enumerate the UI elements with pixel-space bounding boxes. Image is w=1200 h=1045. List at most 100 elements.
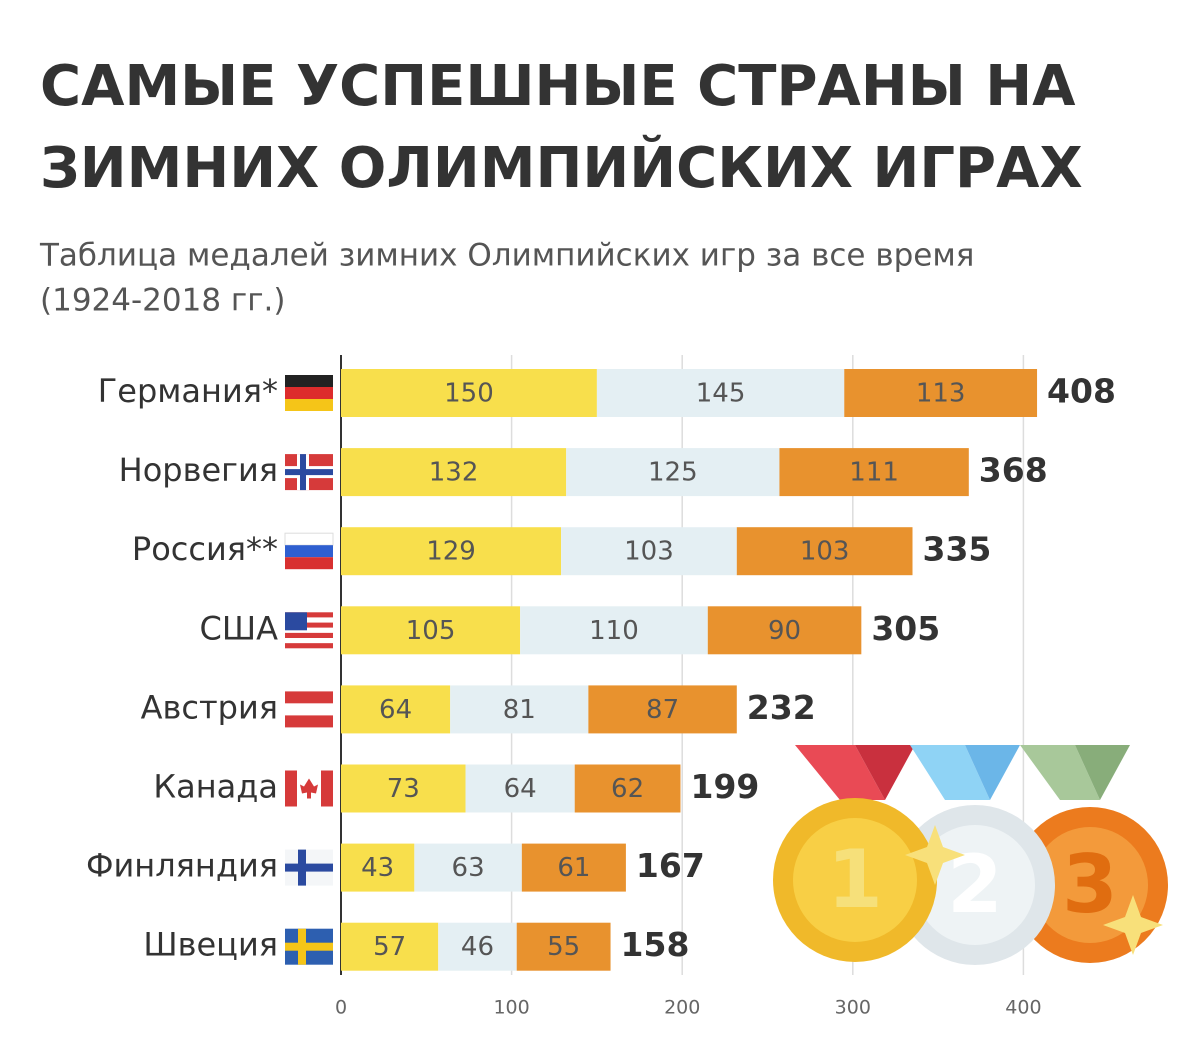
segment-label: 150 (444, 379, 494, 409)
svg-text:1: 1 (827, 833, 883, 926)
chart-title: ЗИМНИХ ОЛИМПИЙСКИХ ИГРАХ (40, 135, 1083, 201)
segment-label: 63 (452, 853, 485, 883)
segment-label: 87 (646, 695, 679, 725)
flag-part (285, 632, 333, 639)
category-label: Австрия (141, 688, 278, 726)
segment-label: 57 (373, 932, 406, 962)
flag-part (285, 557, 333, 570)
segment-label: 103 (800, 537, 850, 567)
bar-segment (736, 527, 913, 576)
flag (285, 928, 333, 965)
segment-label: 111 (849, 458, 899, 488)
segment-label: 129 (426, 537, 476, 567)
bar-segment (561, 527, 737, 576)
total-label: 335 (923, 530, 992, 569)
bar-segment (414, 843, 522, 892)
bar-segment (566, 448, 780, 497)
bar-segment (520, 606, 708, 655)
flag-part (285, 612, 307, 631)
flag-part (285, 612, 333, 618)
bar-segment (596, 369, 845, 417)
total-label: 199 (690, 767, 759, 806)
flag-part (300, 778, 318, 799)
flag (285, 612, 333, 649)
x-tick-label: 0 (335, 997, 347, 1019)
segment-label: 61 (557, 853, 590, 883)
total-label: 305 (871, 609, 940, 648)
bar-segment (341, 369, 597, 417)
category-label: Финляндия (86, 847, 278, 885)
category-label: Канада (153, 768, 278, 806)
category-label: США (200, 609, 279, 647)
segment-label: 46 (461, 932, 494, 962)
flag (285, 849, 333, 886)
bar-segment (438, 922, 517, 971)
svg-text:3: 3 (1062, 838, 1118, 931)
x-tick-label: 400 (1005, 997, 1041, 1019)
x-tick-label: 200 (664, 997, 700, 1019)
bar-segment (521, 843, 626, 892)
segment-label: 64 (379, 695, 412, 725)
bar-segment (588, 685, 737, 734)
bar-segment (779, 448, 969, 497)
segment-label: 105 (406, 616, 456, 646)
flag-part (285, 627, 333, 633)
flag (285, 770, 333, 807)
segment-label: 43 (361, 853, 394, 883)
flag (285, 454, 333, 491)
x-tick-label: 100 (493, 997, 529, 1019)
flag-part (285, 715, 333, 728)
plot: 0 100 200 300 400 Германия* 150 145 113 408 Норвег… (86, 355, 1116, 1019)
segment-label: 132 (429, 458, 479, 488)
category-label: Германия* (98, 372, 278, 410)
segment-label: 64 (504, 774, 537, 804)
flag-part (285, 638, 333, 644)
category-label: Норвегия (119, 451, 278, 489)
segment-label: 145 (696, 379, 746, 409)
flag-part (285, 703, 333, 716)
bar-segment (341, 606, 521, 655)
bar-segment (516, 922, 611, 971)
chart-subtitle: Таблица медалей зимних Олимпийских игр з… (39, 238, 974, 274)
bar-segment (707, 606, 862, 655)
flag-part (285, 863, 333, 872)
segment-label: 62 (611, 774, 644, 804)
flag (285, 691, 333, 728)
bar-segment (574, 764, 681, 813)
flag-part (285, 691, 333, 704)
category-label: Россия** (132, 530, 278, 568)
flag-part (285, 942, 333, 951)
chart-subtitle: (1924-2018 гг.) (40, 283, 285, 319)
bar-segment (341, 922, 439, 971)
flag-part (285, 387, 333, 399)
bar-segment (341, 685, 451, 734)
segment-label: 113 (916, 379, 966, 409)
flag-part (284, 532, 334, 546)
flag-part (285, 399, 333, 411)
segment-label: 73 (387, 774, 420, 804)
flag-part (285, 622, 333, 628)
bar-segment (341, 764, 466, 813)
flag-part (285, 375, 333, 387)
bar-segment (844, 369, 1038, 417)
segment-label: 55 (547, 932, 580, 962)
total-label: 408 (1047, 372, 1116, 411)
segment-label: 125 (648, 458, 698, 488)
segment-label: 103 (624, 537, 674, 567)
total-label: 167 (636, 846, 705, 885)
x-tick-label: 300 (835, 997, 871, 1019)
bar-segment (341, 843, 415, 892)
bar-segment (465, 764, 575, 813)
flag-part (285, 469, 333, 476)
bar-segment (341, 527, 562, 576)
flag-part (285, 643, 333, 649)
flag-part (285, 770, 297, 807)
total-label: 232 (747, 688, 816, 727)
bar-segment (450, 685, 589, 734)
flag (285, 375, 333, 411)
total-label: 158 (621, 925, 690, 964)
bar-segment (341, 448, 567, 497)
total-label: 368 (979, 451, 1048, 490)
flag-part (321, 770, 333, 807)
